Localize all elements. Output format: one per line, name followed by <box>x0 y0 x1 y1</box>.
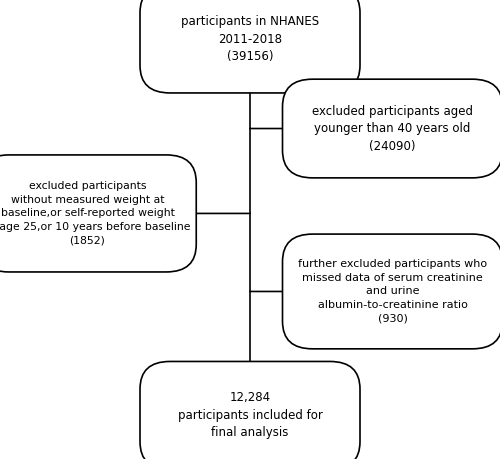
Text: further excluded participants who
missed data of serum creatinine
and urine
albu: further excluded participants who missed… <box>298 259 487 324</box>
FancyBboxPatch shape <box>140 0 360 93</box>
Text: excluded participants aged
younger than 40 years old
(24090): excluded participants aged younger than … <box>312 105 473 152</box>
Text: excluded participants
without measured weight at
baseline,or self-reported weigh: excluded participants without measured w… <box>0 181 190 246</box>
Text: participants in NHANES
2011-2018
(39156): participants in NHANES 2011-2018 (39156) <box>181 15 319 63</box>
Text: 12,284
participants included for
final analysis: 12,284 participants included for final a… <box>178 392 322 439</box>
FancyBboxPatch shape <box>282 234 500 349</box>
FancyBboxPatch shape <box>0 155 196 272</box>
FancyBboxPatch shape <box>282 79 500 178</box>
FancyBboxPatch shape <box>140 362 360 459</box>
